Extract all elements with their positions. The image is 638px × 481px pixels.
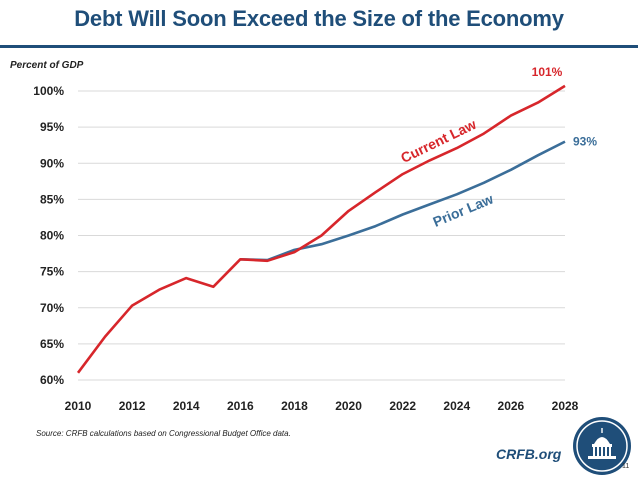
series-line-current-law [76, 84, 566, 374]
y-axis-ticks: 60% 65% 70% 75% 80% 85% 90% 95% 100% [33, 84, 64, 387]
series-line-prior-law [240, 140, 566, 262]
page-number: 11 [622, 463, 630, 470]
x-tick-label: 2010 [65, 399, 92, 413]
x-tick-label: 2026 [498, 399, 525, 413]
series-lines [76, 84, 566, 374]
series-name-current-law: Current Law [398, 116, 479, 166]
x-tick-label: 2024 [443, 399, 470, 413]
x-tick-label: 2028 [552, 399, 579, 413]
x-tick-label: 2020 [335, 399, 362, 413]
series-name-prior-law: Prior Law [430, 191, 495, 230]
end-label-current-law: 101% [532, 65, 563, 79]
x-tick-label: 2018 [281, 399, 308, 413]
end-label-prior-law: 93% [573, 135, 597, 149]
x-axis-ticks: 2010 2012 2014 2016 2018 2020 2022 2024 2026 2028 [65, 399, 579, 413]
chart-title: Debt Will Soon Exceed the Size of the Ec… [74, 6, 564, 31]
y-tick-label: 90% [40, 156, 64, 170]
y-tick-label: 95% [40, 120, 64, 134]
x-tick-label: 2022 [389, 399, 416, 413]
x-tick-label: 2012 [119, 399, 146, 413]
y-tick-label: 85% [40, 192, 64, 206]
y-tick-label: 65% [40, 337, 64, 351]
x-tick-label: 2016 [227, 399, 254, 413]
y-tick-label: 60% [40, 373, 64, 387]
y-tick-label: 70% [40, 301, 64, 315]
brand-link[interactable]: CRFB.org [496, 446, 562, 462]
gridlines [78, 90, 565, 381]
y-tick-label: 80% [40, 229, 64, 243]
y-tick-label: 75% [40, 265, 64, 279]
x-tick-label: 2014 [173, 399, 200, 413]
source-note: Source: CRFB calculations based on Congr… [36, 429, 291, 438]
y-axis-label: Percent of GDP [10, 60, 84, 71]
y-tick-label: 100% [33, 84, 64, 98]
capitol-dome-seal-icon [572, 416, 632, 481]
title-rule [0, 45, 638, 48]
